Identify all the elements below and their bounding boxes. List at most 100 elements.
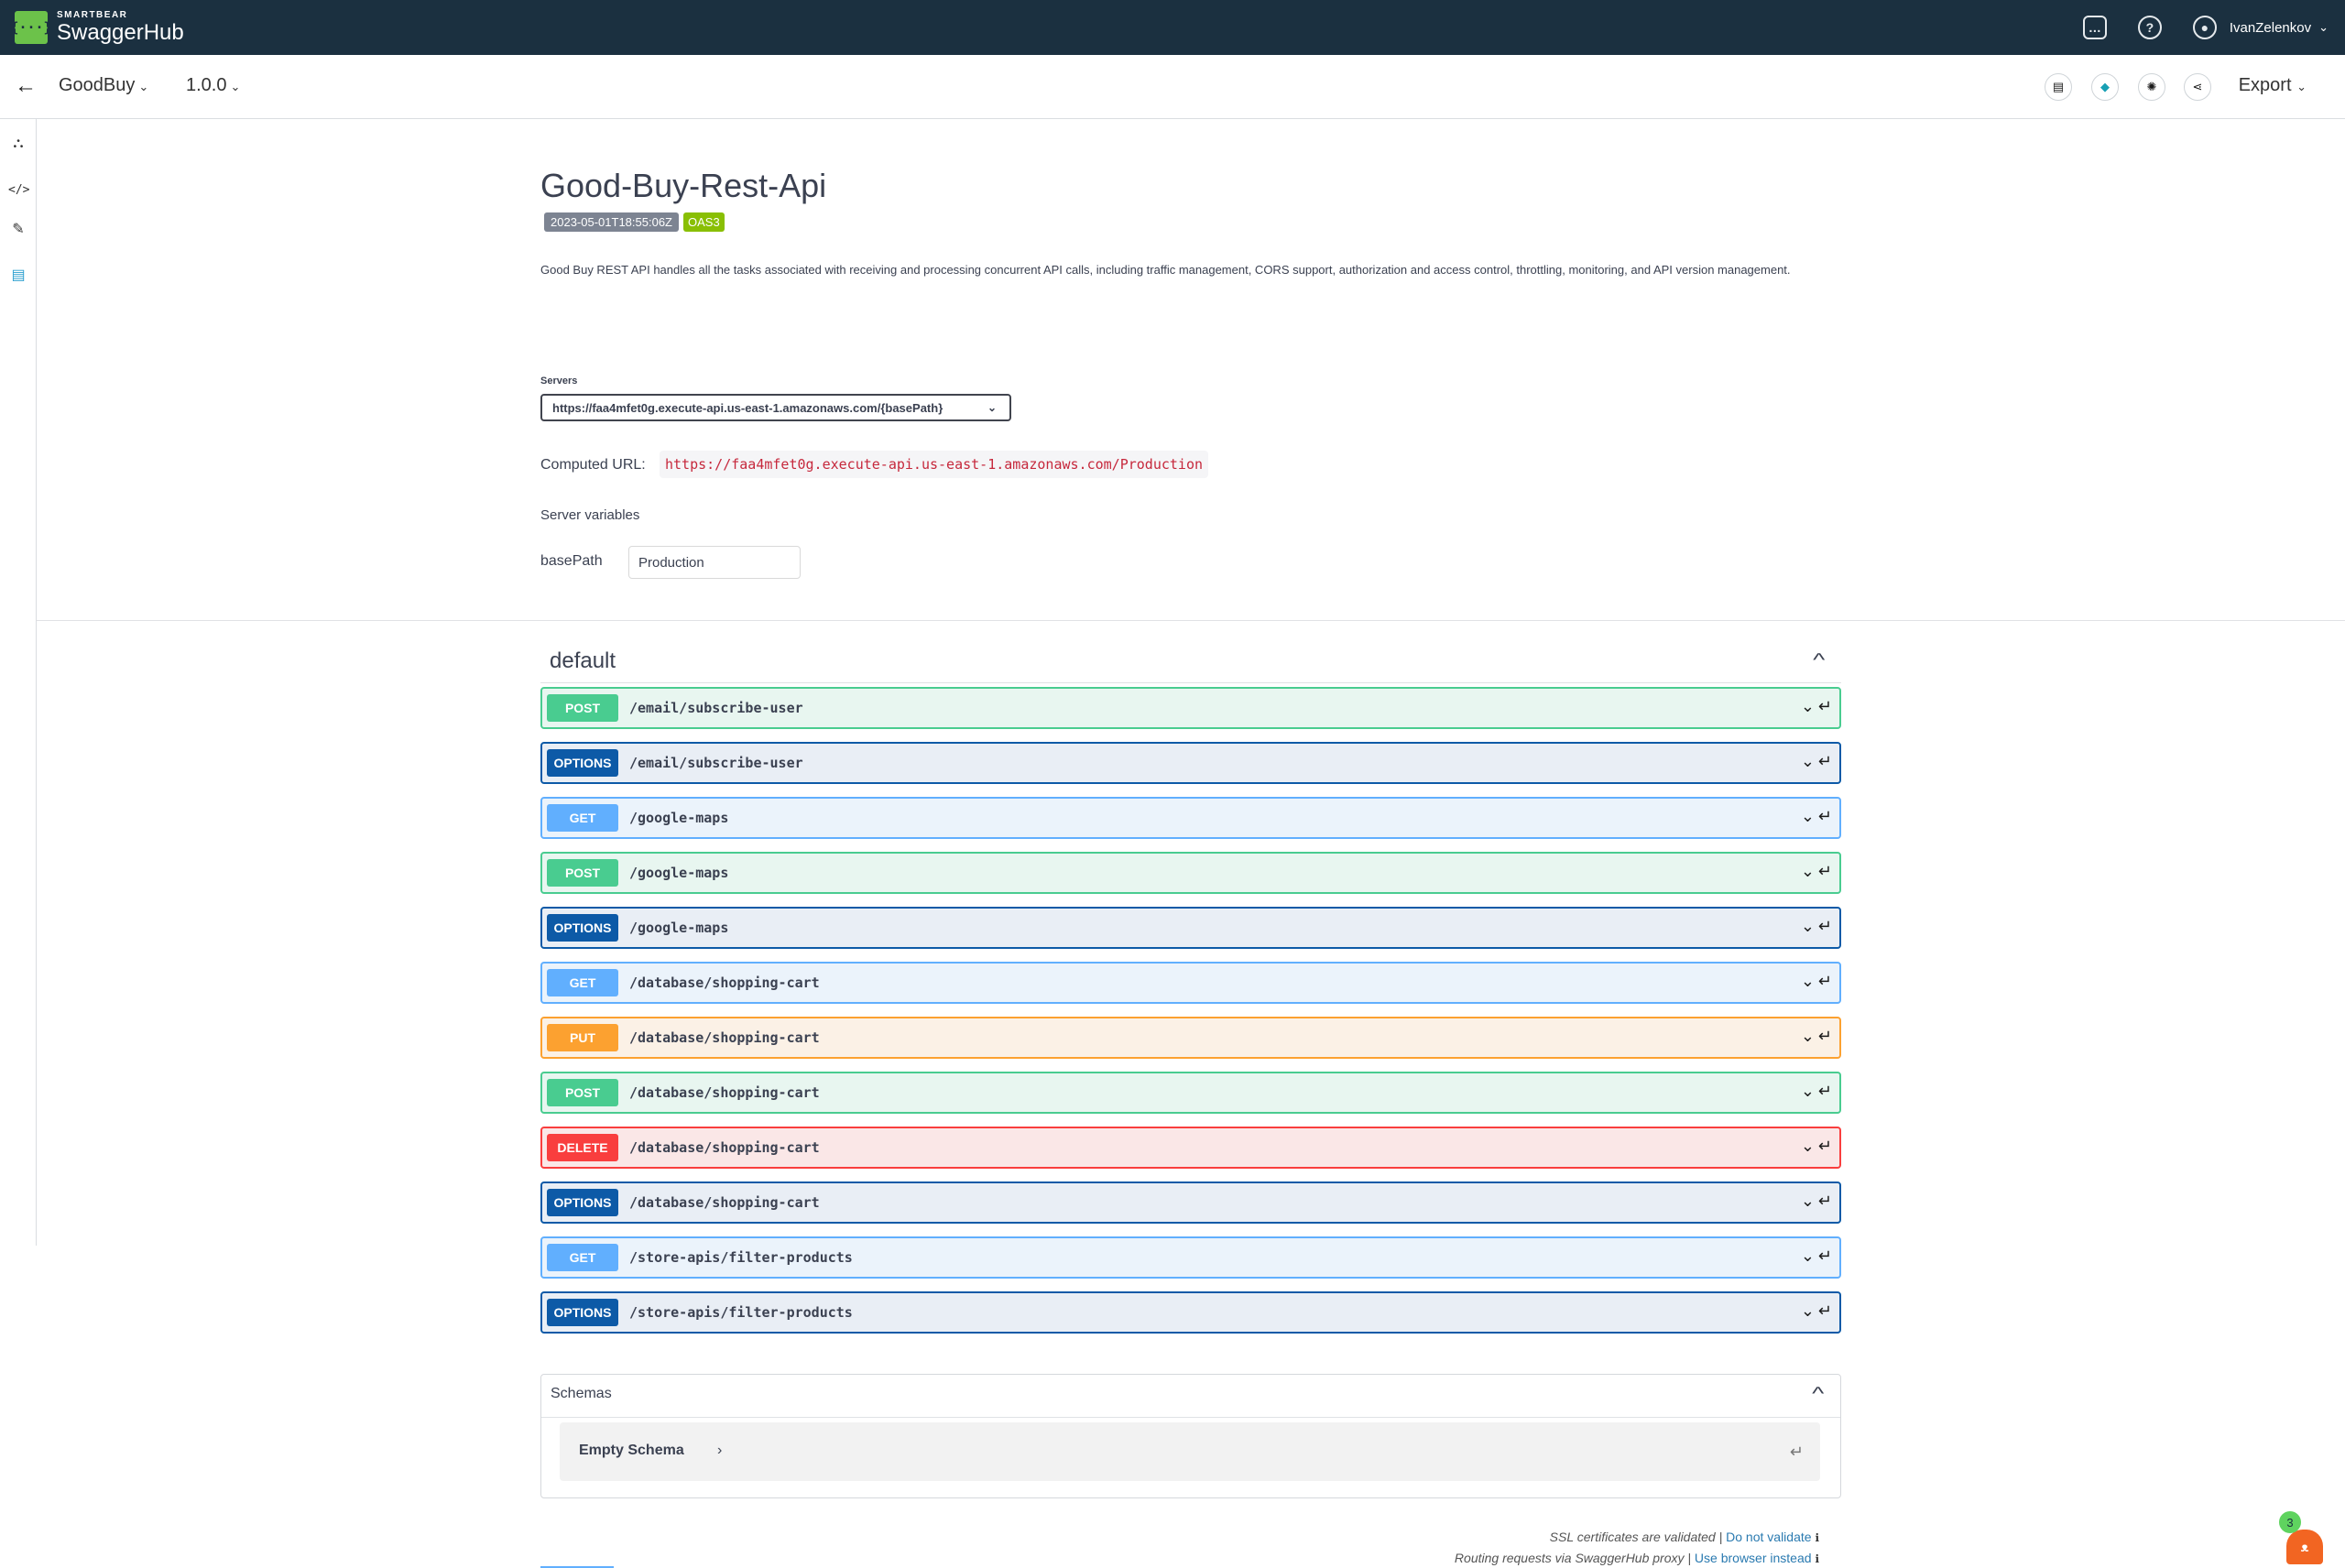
chevron-up-icon[interactable]: ^ bbox=[1812, 650, 1825, 670]
chevron-down-icon[interactable]: ⌄ bbox=[1800, 1192, 1815, 1210]
operation-row[interactable]: GET/store-apis/filter-products ⌄ ↵ bbox=[540, 1236, 1841, 1279]
chevron-down-icon[interactable]: ⌄ bbox=[1800, 807, 1815, 825]
operation-path: /google-maps bbox=[629, 920, 729, 936]
version-date-badge: 2023-05-01T18:55:06Z bbox=[544, 212, 679, 232]
method-badge: OPTIONS bbox=[547, 749, 618, 777]
chevron-down-icon[interactable]: ⌄ bbox=[1800, 972, 1815, 990]
top-header: {···} SMARTBEAR SwaggerHub … ? ● IvanZel… bbox=[0, 0, 2345, 55]
server-variables-label: Server variables bbox=[540, 507, 640, 523]
operation-row[interactable]: POST/google-maps ⌄ ↵ bbox=[540, 852, 1841, 894]
ssl-note: SSL certificates are validated | Do not … bbox=[1549, 1530, 1819, 1544]
enter-icon[interactable]: ↵ bbox=[1817, 1082, 1832, 1100]
chevron-up-icon[interactable]: ^ bbox=[1811, 1384, 1824, 1404]
operation-row[interactable]: OPTIONS/google-maps ⌄ ↵ bbox=[540, 907, 1841, 949]
chevron-down-icon[interactable]: ⌄ bbox=[1800, 917, 1815, 935]
operations-list: POST/email/subscribe-user ⌄ ↵ OPTIONS/emai… bbox=[540, 687, 1841, 1346]
settings-gear-icon[interactable]: ✺ bbox=[2138, 73, 2165, 101]
operation-path: /database/shopping-cart bbox=[629, 1194, 820, 1211]
schemas-header[interactable]: Schemas ^ bbox=[541, 1375, 1840, 1418]
chat-icon[interactable]: … bbox=[2082, 16, 2107, 39]
oas-badge: OAS3 bbox=[682, 212, 725, 232]
operation-path: /database/shopping-cart bbox=[629, 975, 820, 991]
swaggerhub-logo[interactable]: {···} SMARTBEAR SwaggerHub bbox=[10, 10, 184, 45]
chevron-down-icon[interactable]: ⌄ bbox=[1800, 1247, 1815, 1265]
operation-row[interactable]: DELETE/database/shopping-cart ⌄ ↵ bbox=[540, 1127, 1841, 1169]
enter-icon[interactable]: ↵ bbox=[1817, 1137, 1832, 1155]
enter-icon[interactable]: ↵ bbox=[1817, 1301, 1832, 1320]
operation-path: /email/subscribe-user bbox=[629, 755, 803, 771]
operation-path: /google-maps bbox=[629, 810, 729, 826]
enter-icon[interactable]: ↵ bbox=[1817, 1027, 1832, 1045]
enter-icon[interactable]: ↵ bbox=[1817, 862, 1832, 880]
username[interactable]: IvanZelenkov bbox=[2229, 19, 2312, 36]
code-icon[interactable]: </> bbox=[8, 183, 30, 197]
operation-row[interactable]: OPTIONS/database/shopping-cart ⌄ ↵ bbox=[540, 1181, 1841, 1224]
method-badge: GET bbox=[547, 969, 618, 996]
operation-row[interactable]: GET/database/shopping-cart ⌄ ↵ bbox=[540, 962, 1841, 1004]
enter-icon[interactable]: ↵ bbox=[1817, 917, 1832, 935]
operation-path: /google-maps bbox=[629, 865, 729, 881]
compass-icon[interactable]: ⛬ bbox=[13, 136, 24, 151]
mascot-icon[interactable]: ᴥ bbox=[2286, 1530, 2323, 1564]
notification-bell-icon[interactable]: ◆ bbox=[2091, 73, 2119, 101]
edit-icon[interactable]: ✎ bbox=[12, 222, 25, 237]
operation-row[interactable]: PUT/database/shopping-cart ⌄ ↵ bbox=[540, 1017, 1841, 1059]
basepath-label: basePath bbox=[540, 553, 603, 569]
help-icon[interactable]: ? bbox=[2137, 16, 2162, 39]
info-icon[interactable]: ℹ bbox=[1815, 1552, 1819, 1565]
operation-row[interactable]: POST/database/shopping-cart ⌄ ↵ bbox=[540, 1072, 1841, 1114]
operation-path: /store-apis/filter-products bbox=[629, 1304, 853, 1321]
servers-label: Servers bbox=[540, 376, 578, 387]
export-dropdown[interactable]: Export ⌄ bbox=[2238, 75, 2307, 95]
section-title: default bbox=[550, 648, 616, 673]
operation-row[interactable]: GET/google-maps ⌄ ↵ bbox=[540, 797, 1841, 839]
logo-smartbear: SMARTBEAR bbox=[57, 10, 128, 20]
chevron-down-icon[interactable]: ⌄ bbox=[1800, 1137, 1815, 1155]
computed-url: https://faa4mfet0g.execute-api.us-east-1… bbox=[660, 451, 1208, 478]
help-widget[interactable]: ᴥ 3 bbox=[2268, 1511, 2323, 1566]
version-dropdown[interactable]: 1.0.0 ⌄ bbox=[186, 75, 241, 95]
operation-row[interactable]: OPTIONS/store-apis/filter-products ⌄ ↵ bbox=[540, 1291, 1841, 1334]
method-badge: OPTIONS bbox=[547, 914, 618, 942]
enter-icon[interactable]: ↵ bbox=[1789, 1443, 1804, 1461]
operation-path: /database/shopping-cart bbox=[629, 1029, 820, 1046]
chevron-down-icon: ⌄ bbox=[2296, 80, 2307, 93]
schema-name: Empty Schema bbox=[579, 1443, 684, 1458]
schemas-section: Schemas ^ Empty Schema › ↵ bbox=[540, 1374, 1841, 1498]
chevron-down-icon[interactable]: ⌄ bbox=[1800, 1301, 1815, 1320]
method-badge: POST bbox=[547, 694, 618, 722]
user-menu-chevron-icon[interactable]: ⌄ bbox=[2318, 20, 2329, 34]
enter-icon[interactable]: ↵ bbox=[1817, 972, 1832, 990]
info-icon[interactable]: ℹ bbox=[1815, 1531, 1819, 1544]
chevron-down-icon[interactable]: ⌄ bbox=[1800, 1027, 1815, 1045]
chevron-right-icon[interactable]: › bbox=[717, 1443, 723, 1458]
enter-icon[interactable]: ↵ bbox=[1817, 1247, 1832, 1265]
schema-item[interactable]: Empty Schema › ↵ bbox=[560, 1422, 1820, 1481]
schemas-title: Schemas bbox=[551, 1386, 612, 1401]
use-browser-link[interactable]: Use browser instead bbox=[1694, 1551, 1812, 1565]
chevron-down-icon[interactable]: ⌄ bbox=[1800, 752, 1815, 770]
servers-select[interactable]: https://faa4mfet0g.execute-api.us-east-1… bbox=[540, 394, 1011, 421]
enter-icon[interactable]: ↵ bbox=[1817, 1192, 1832, 1210]
document-icon[interactable]: ▤ bbox=[2045, 73, 2072, 101]
chevron-down-icon[interactable]: ⌄ bbox=[1800, 1082, 1815, 1100]
notification-count-badge: 3 bbox=[2279, 1511, 2301, 1533]
chevron-down-icon[interactable]: ⌄ bbox=[1800, 862, 1815, 880]
operation-row[interactable]: POST/email/subscribe-user ⌄ ↵ bbox=[540, 687, 1841, 729]
operation-row[interactable]: OPTIONS/email/subscribe-user ⌄ ↵ bbox=[540, 742, 1841, 784]
chevron-down-icon[interactable]: ⌄ bbox=[1800, 697, 1815, 715]
back-arrow-icon[interactable]: ← bbox=[15, 73, 37, 98]
do-not-validate-link[interactable]: Do not validate bbox=[1726, 1530, 1812, 1544]
default-section-header[interactable]: default ^ bbox=[540, 641, 1841, 683]
project-dropdown[interactable]: GoodBuy ⌄ bbox=[59, 75, 149, 95]
api-toolbar: ← GoodBuy ⌄ 1.0.0 ⌄ ▤ ◆ ✺ ⋖ Export ⌄ bbox=[0, 55, 2345, 119]
user-icon[interactable]: ● bbox=[2192, 16, 2217, 39]
documentation-icon[interactable]: ▤ bbox=[11, 267, 26, 283]
enter-icon[interactable]: ↵ bbox=[1817, 697, 1832, 715]
enter-icon[interactable]: ↵ bbox=[1817, 807, 1832, 825]
enter-icon[interactable]: ↵ bbox=[1817, 752, 1832, 770]
next-section-peek bbox=[540, 1566, 614, 1568]
logo-swaggerhub: SwaggerHub bbox=[57, 20, 184, 45]
basepath-input[interactable] bbox=[628, 546, 801, 579]
share-icon[interactable]: ⋖ bbox=[2184, 73, 2211, 101]
